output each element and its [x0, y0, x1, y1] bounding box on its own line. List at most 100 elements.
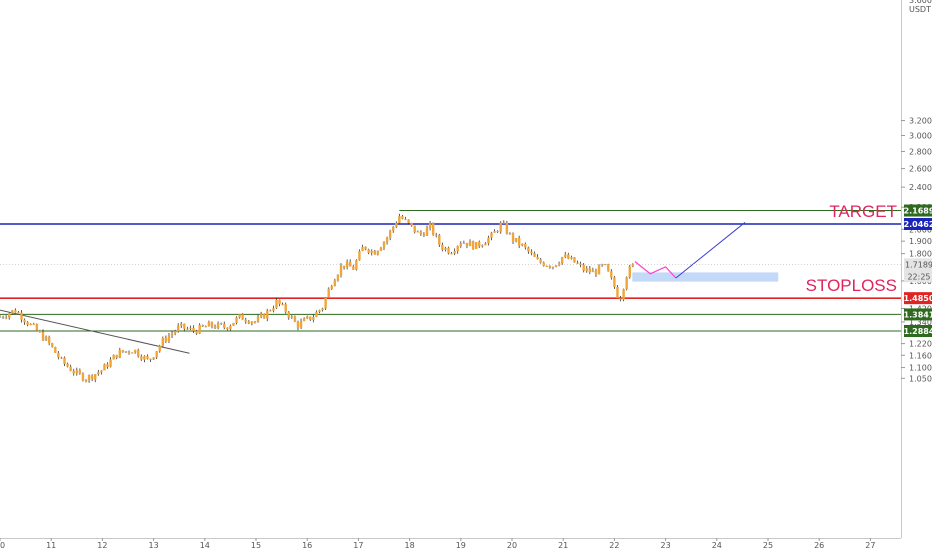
- candle-body-149: [456, 246, 459, 252]
- candle-body-130: [398, 216, 401, 224]
- candle-body-141: [431, 223, 435, 235]
- candle-body-201: [616, 286, 619, 299]
- level-badge-target: [904, 218, 932, 230]
- candle-body-103: [315, 311, 318, 318]
- candle-body-24: [72, 370, 75, 374]
- candle-body-59: [180, 323, 183, 326]
- candle-body-70: [213, 326, 217, 329]
- candle-body-107: [327, 288, 330, 298]
- candle-body-122: [373, 250, 376, 255]
- candle-body-101: [309, 316, 312, 321]
- candle-body-100: [306, 316, 309, 319]
- candle-body-181: [554, 265, 558, 267]
- candle-body-152: [465, 242, 469, 247]
- candle-body-11: [32, 324, 35, 326]
- candle-body-87: [266, 310, 269, 319]
- candle-body-25: [75, 370, 78, 374]
- candle-body-9: [26, 322, 29, 325]
- candle-body-35: [106, 364, 109, 367]
- candle-body-192: [588, 268, 592, 273]
- candle-body-60: [183, 323, 186, 329]
- candle-body-30: [90, 375, 94, 380]
- candle-body-84: [256, 317, 260, 322]
- time-tick-label-15: 25: [763, 541, 773, 550]
- candle-body-189: [579, 263, 582, 265]
- time-tick-label-9: 19: [456, 541, 466, 550]
- candle-body-145: [444, 247, 447, 250]
- candle-body-164: [502, 222, 506, 224]
- time-tick-label-12: 22: [609, 541, 619, 550]
- candle-body-26: [78, 370, 82, 374]
- candle-body-39: [118, 350, 122, 358]
- level-badge-label-support-1: 1.3841: [904, 310, 932, 319]
- time-tick-label-7: 17: [353, 541, 363, 550]
- candle-body-199: [610, 271, 613, 278]
- candle-body-159: [487, 237, 490, 244]
- candle-body-81: [247, 321, 251, 324]
- candle-body-73: [223, 324, 226, 328]
- candle-body-80: [244, 319, 247, 322]
- candle-body-72: [219, 323, 223, 325]
- candle-body-27: [81, 373, 85, 381]
- target-annotation: TARGET: [829, 202, 897, 221]
- candle-body-197: [603, 264, 607, 266]
- candle-body-20: [60, 357, 63, 359]
- candle-body-143: [438, 234, 441, 245]
- candle-body-190: [582, 264, 585, 271]
- levels-layer: [0, 210, 901, 332]
- candle-body-43: [130, 352, 134, 354]
- candle-body-40: [121, 350, 125, 353]
- candle-body-13: [38, 330, 42, 332]
- price-tick-label-12: 1.2200: [909, 340, 932, 349]
- candle-body-182: [557, 263, 561, 266]
- projection-path-blue: [675, 222, 746, 279]
- candle-body-111: [339, 265, 343, 276]
- annotation-layer: TARGET STOPLOSS: [806, 202, 897, 295]
- candle-body-36: [109, 359, 112, 367]
- price-axis[interactable]: 3.6000USDT 3.2000 3.0000 2.8000 2.6000 2.4000…: [0, 0, 932, 538]
- candle-body-173: [530, 251, 533, 254]
- time-tick-label-2: 12: [97, 541, 107, 550]
- candle-body-174: [533, 253, 536, 257]
- price-tick-label-13: 1.1600: [909, 351, 932, 360]
- candle-body-96: [293, 316, 297, 322]
- candle-body-61: [186, 328, 189, 330]
- candle-body-50: [152, 357, 155, 360]
- candle-body-204: [625, 277, 628, 290]
- trendline-layer: [0, 309, 190, 354]
- time-tick-label-14: 24: [712, 541, 722, 550]
- candle-body-119: [364, 246, 367, 250]
- candle-body-88: [269, 310, 272, 312]
- candle-body-47: [143, 356, 146, 360]
- time-axis[interactable]: 10 11 12 13 14 15 16 17 18 19 20 21 22 23 24 25 26 27: [0, 538, 901, 550]
- candle-body-191: [585, 268, 588, 271]
- price-axis-top-label: 3.6000: [909, 0, 932, 5]
- candle-body-147: [450, 253, 453, 255]
- entry-zone: [632, 272, 779, 282]
- candle-body-64: [195, 330, 198, 334]
- candle-body-158: [484, 243, 487, 246]
- candle-body-31: [94, 374, 97, 380]
- candle-body-16: [47, 336, 51, 344]
- candle-body-146: [447, 247, 450, 254]
- candle-body-69: [210, 322, 214, 327]
- candle-body-155: [474, 242, 478, 250]
- price-tick-label-15: 1.0500: [909, 374, 932, 383]
- candle-body-150: [459, 243, 462, 247]
- candle-body-187: [573, 257, 576, 263]
- candle-body-163: [499, 222, 502, 232]
- candle-body-154: [471, 241, 475, 250]
- candle-body-56: [170, 333, 174, 336]
- candle-body-91: [278, 299, 281, 305]
- candle-body-55: [167, 335, 171, 342]
- candle-body-99: [302, 318, 306, 322]
- candle-body-186: [570, 257, 573, 259]
- price-tick-label-0: 3.2000: [909, 117, 932, 126]
- candle-body-66: [201, 324, 204, 327]
- time-tick-label-1: 11: [46, 541, 56, 550]
- candle-body-57: [173, 331, 177, 334]
- candle-body-90: [275, 299, 278, 309]
- level-badge-label-support-2: 1.2884: [904, 327, 932, 336]
- level-badge-label-target-top: 2.1689: [904, 207, 932, 216]
